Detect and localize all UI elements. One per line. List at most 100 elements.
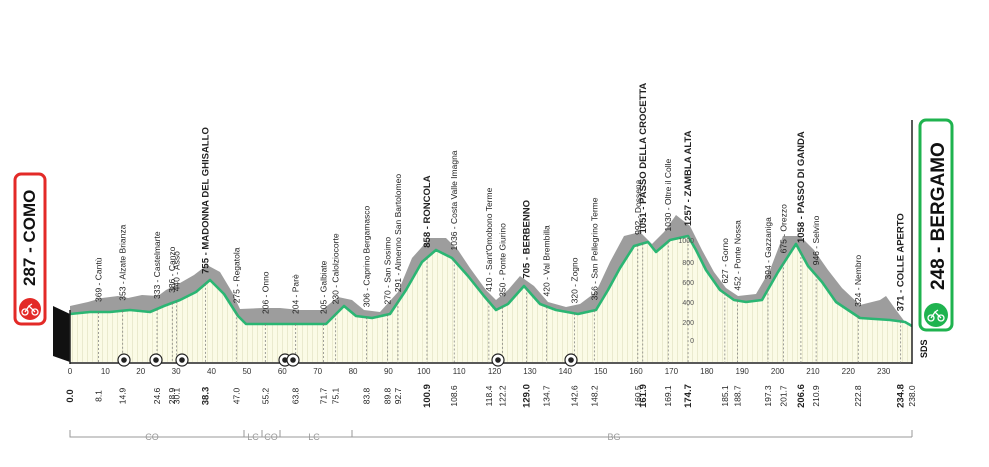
place-label: 452 - Ponte Nossa: [733, 220, 743, 291]
start-km-label: 0.0: [65, 389, 76, 402]
place-km-label: 142.6: [569, 385, 579, 407]
place-label: 1257 - ZAMBLA ALTA: [683, 130, 694, 226]
place-label: 270 - San Sosimo: [383, 237, 393, 305]
place-label: 369 - Cantù: [94, 257, 104, 302]
sprint-icon: [117, 353, 131, 367]
place-km-label: 122.2: [497, 385, 507, 407]
place-km-label: 222.8: [853, 385, 863, 407]
km-tick-label: 60: [278, 367, 287, 376]
place-label: 205 - Galbiate: [319, 260, 329, 314]
place-label: 410 - Sant'Omobono Terme: [484, 187, 494, 291]
km-tick-label: 190: [736, 367, 750, 376]
place-label: 356 - San Pellegrino Terme: [589, 197, 599, 300]
place-label: 394 - Gazzaniga: [763, 217, 773, 280]
place-labels: 369 - Cantù 8.1 353 - Alzate Brianza 14.9 33…: [65, 83, 917, 408]
place-km-label: 188.7: [733, 385, 743, 407]
province-bar: [69, 430, 913, 438]
sprint-icon: [286, 353, 300, 367]
place-label: 206 - Onno: [260, 271, 270, 314]
place-km-label: 24.6: [152, 387, 162, 404]
place-label: 675 - Orezzo: [779, 204, 789, 253]
place-km-label: 185.1: [720, 385, 730, 407]
km-tick-label: 70: [313, 367, 322, 376]
km-tick-label: 120: [488, 367, 502, 376]
km-axis: 0 10 20 30 40 50 60 70 80 90 100 110 120 130 140 150 160…: [68, 367, 891, 376]
province-label: BG: [607, 432, 620, 442]
province-label: CO: [145, 432, 159, 442]
place-label: 858 - RONCOLA: [422, 175, 433, 247]
place-km-label: 83.8: [361, 387, 371, 404]
start-badge: 287 - COMO: [13, 172, 47, 326]
finish-cyclist-icon: [924, 303, 948, 327]
km-tick-label: 140: [559, 367, 573, 376]
start-block: [53, 306, 70, 362]
place-km-label: 129.0: [521, 384, 532, 408]
sprint-icon: [491, 353, 505, 367]
place-km-label: 197.3: [763, 385, 773, 407]
profile-shadow: [70, 215, 905, 326]
km-tick-label: 30: [172, 367, 181, 376]
km-tick-label: 150: [594, 367, 608, 376]
km-tick-label: 80: [349, 367, 358, 376]
place-km-label: 89.8: [383, 387, 393, 404]
km-tick-label: 10: [101, 367, 110, 376]
place-km-label: 161.9: [638, 384, 649, 408]
km-tick-label: 50: [242, 367, 251, 376]
km-tick-label: 200: [771, 367, 785, 376]
sprint-icon: [564, 353, 578, 367]
place-km-label: 47.0: [231, 387, 241, 404]
sprint-icon: [175, 353, 189, 367]
place-km-label: 160.5: [633, 385, 643, 407]
place-km-label: 134.7: [542, 385, 552, 407]
place-km-label: 38.3: [200, 387, 211, 406]
place-km-label: 118.4: [484, 385, 494, 406]
place-km-label: 206.6: [796, 384, 807, 408]
place-km-label: 63.8: [291, 387, 301, 404]
km-tick-label: 0: [68, 367, 73, 376]
place-label: 324 - Nembro: [853, 255, 863, 307]
place-label: 291 - Almenno San Bartolomeo: [393, 174, 403, 292]
place-km-label: 108.6: [449, 385, 459, 407]
place-km-label: 174.7: [683, 384, 694, 408]
km-tick-label: 90: [384, 367, 393, 376]
place-km-label: 8.1: [94, 390, 104, 402]
km-tick-label: 170: [665, 367, 679, 376]
km-tick-label: 20: [136, 367, 145, 376]
place-km-label: 14.9: [118, 387, 128, 404]
km-tick-label: 220: [842, 367, 856, 376]
place-label: 992 - Dossena: [633, 179, 643, 235]
place-label: 306 - Caprino Bergamasco: [361, 205, 371, 307]
place-label: 230 - Calolziocorte: [331, 233, 341, 304]
km-tick-label: 110: [453, 367, 466, 376]
place-label: 275 - Regatola: [231, 247, 241, 303]
start-altitude-name: 287 - COMO: [20, 190, 39, 286]
place-label: 1058 - PASSO DI GANDA: [796, 131, 807, 243]
profile-area: [70, 236, 912, 362]
place-label: 320 - Zogno: [569, 257, 579, 303]
place-label: 440 - Asso: [171, 251, 181, 291]
place-label: 627 - Gorno: [720, 238, 730, 284]
place-km-label: 238.0: [907, 385, 917, 407]
start-cyclist-icon: [19, 298, 41, 320]
altitude-tick-label: 800: [682, 260, 694, 267]
intermediate-markers: [117, 353, 578, 367]
km-tick-label: 210: [806, 367, 820, 376]
place-label: 946 - Selvino: [811, 215, 821, 265]
place-label: 1030 - Oltre il Colle: [663, 158, 673, 231]
place-km-label: 169.1: [663, 385, 673, 407]
place-km-label: 71.7: [319, 387, 329, 404]
km-tick-label: 40: [207, 367, 216, 376]
profile-line: [69, 234, 913, 328]
place-km-label: 30.1: [171, 387, 181, 404]
place-km-label: 28.9: [167, 387, 177, 404]
place-label: 333 - Castelmarte: [152, 231, 162, 299]
place-label: 1036 - Costa Valle Imagna: [449, 150, 459, 250]
km-tick-label: 180: [700, 367, 714, 376]
finish-sds-label: SDS: [919, 339, 929, 358]
altitude-tick-label: 1000: [678, 238, 694, 245]
province-label: LC: [308, 432, 320, 442]
km-tick-label: 160: [629, 367, 643, 376]
place-km-label: 92.7: [393, 387, 403, 404]
place-km-label: 100.9: [422, 384, 433, 408]
